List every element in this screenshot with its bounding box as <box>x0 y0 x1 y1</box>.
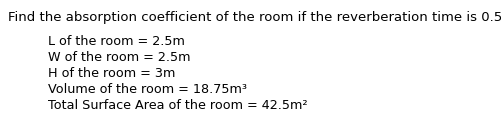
Text: W of the room = 2.5m: W of the room = 2.5m <box>48 51 190 64</box>
Text: Find the absorption coefficient of the room if the reverberation time is 0.5 s.: Find the absorption coefficient of the r… <box>8 11 501 24</box>
Text: H of the room = 3m: H of the room = 3m <box>48 67 175 80</box>
Text: Total Surface Area of the room = 42.5m²: Total Surface Area of the room = 42.5m² <box>48 99 307 112</box>
Text: L of the room = 2.5m: L of the room = 2.5m <box>48 35 184 48</box>
Text: Volume of the room = 18.75m³: Volume of the room = 18.75m³ <box>48 83 246 96</box>
